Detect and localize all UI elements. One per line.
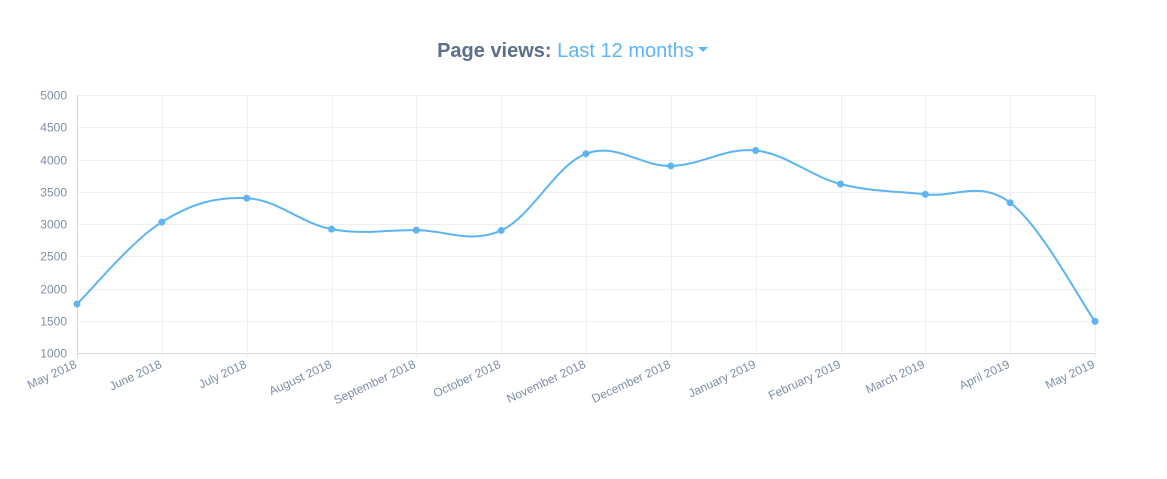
y-axis-ticks: 1000 1500 2000 2500 3000 3500 4000 4500 5000 (40, 89, 67, 361)
y-tick-label: 2500 (40, 250, 67, 264)
data-point (921, 190, 929, 198)
y-tick-label: 3500 (40, 186, 67, 200)
data-point (412, 226, 420, 234)
x-tick-label: March 2019 (863, 357, 927, 397)
data-point (1091, 317, 1099, 325)
data-point (582, 150, 590, 158)
time-range-dropdown[interactable]: Last 12 months (557, 38, 708, 64)
caret-down-icon (697, 47, 708, 53)
data-point (158, 218, 166, 226)
x-tick-label: July 2018 (196, 357, 249, 392)
data-point (752, 146, 760, 154)
data-point (667, 162, 675, 170)
x-tick-label: June 2018 (107, 357, 164, 394)
x-tick-label: August 2018 (267, 357, 334, 398)
chart-title-label: Page views: (437, 40, 552, 62)
y-tick-label: 4000 (40, 154, 67, 168)
x-tick-label: April 2019 (957, 357, 1012, 393)
y-tick-label: 2000 (40, 283, 67, 297)
x-tick-label: November 2018 (504, 357, 588, 406)
points-layer (73, 146, 1099, 325)
y-tick-label: 1500 (40, 315, 67, 329)
x-tick-label: October 2018 (431, 357, 503, 401)
x-tick-label: January 2019 (686, 357, 758, 401)
x-tick-label: May 2018 (25, 357, 79, 392)
data-point (837, 180, 844, 188)
data-point (1006, 199, 1014, 207)
x-axis-ticks: May 2018 June 2018 July 2018 August 2018Sep… (25, 357, 1097, 407)
data-point (243, 194, 251, 202)
y-tick-label: 1000 (40, 347, 67, 361)
data-point (73, 300, 81, 308)
x-tick-label: September 2018 (331, 357, 418, 407)
y-tick-label: 4500 (40, 121, 67, 135)
data-point (328, 225, 335, 233)
y-tick-label: 3000 (40, 218, 67, 232)
x-tick-label: December 2018 (589, 357, 673, 406)
chart-title: Page views: Last 12 months (0, 38, 1145, 64)
time-range-value: Last 12 months (557, 40, 694, 62)
y-tick-label: 5000 (40, 89, 67, 103)
data-point (497, 226, 505, 234)
grid (77, 95, 1096, 358)
x-tick-label: May 2019 (1043, 357, 1097, 392)
x-tick-label: February 2019 (766, 357, 843, 403)
